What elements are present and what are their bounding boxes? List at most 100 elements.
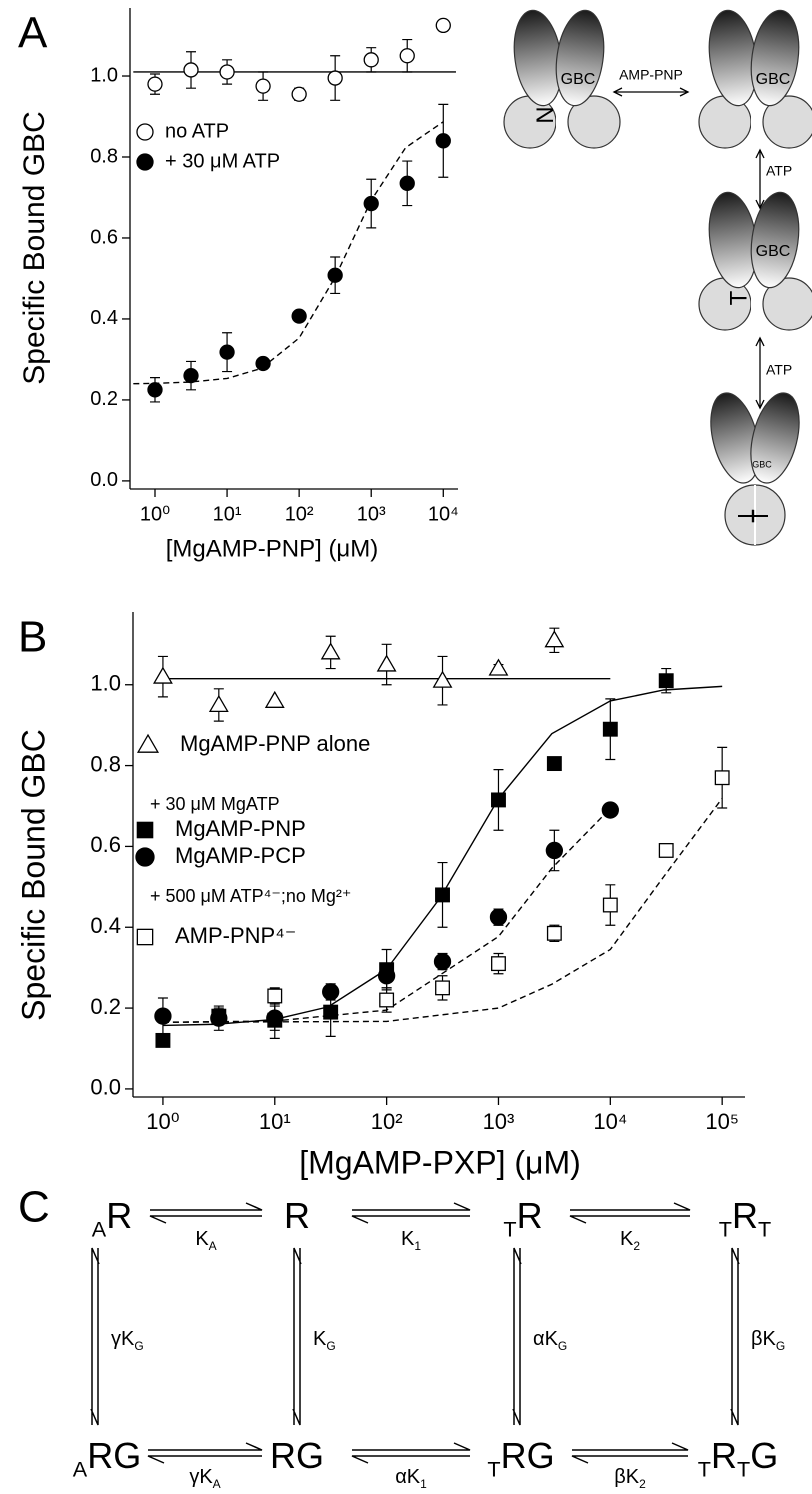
scheme-text-part: K [401,1228,415,1250]
y-axis-title: Specific Bound GBC [18,111,51,384]
scheme-text-part: G [558,1339,567,1353]
x-tick-label: 10² [285,503,314,525]
marker [208,694,229,713]
domain-label: T [725,290,752,305]
marker [219,64,235,80]
marker [291,308,307,324]
marker [327,70,343,86]
domain-label: T [748,509,773,522]
legend-marker [136,733,160,753]
marker [147,76,163,92]
gbc-label: GBC [756,243,791,260]
marker [147,382,163,398]
scheme-text-part: A [73,1456,88,1481]
legend-label: MgAMP-PNP alone [180,731,370,756]
marker [266,1009,284,1027]
marker [491,792,506,808]
marker [264,690,285,708]
y-tick-label: 1.0 [90,64,118,86]
scheme-text-part: T [758,1216,771,1241]
scheme-text-part: 2 [639,1477,646,1491]
rate-constant: K1 [401,1228,421,1253]
rate-constant: KG [313,1328,336,1353]
marker [363,52,379,68]
y-tick-label: 0.8 [90,751,121,776]
marker [320,642,341,660]
legend-heading: + 500 μM ATP⁴⁻;no Mg²⁺ [150,886,351,906]
equilibrium-arrow [149,1202,263,1224]
scheme-text-part: R [284,1195,310,1236]
fit-curve [133,121,444,385]
legend-label: MgAMP-PNP [175,816,306,841]
marker [489,908,508,926]
panel-label: A [18,9,48,58]
scheme-text-part: γK [111,1328,135,1350]
marker [327,267,343,283]
scheme-text-part: T [698,1456,711,1481]
y-tick-label: 0.0 [90,1075,121,1100]
y-tick-label: 0.8 [90,145,118,167]
marker [544,630,565,648]
legend-marker [136,153,154,171]
scheme-text-part: RG [270,1435,324,1476]
legend-marker [136,928,154,946]
equilibrium-arrow [571,1442,689,1464]
scheme-text-part: RG [87,1435,141,1476]
x-tick-label: 10³ [357,503,386,525]
y-tick-label: 0.6 [90,226,118,248]
y-tick-label: 0.2 [90,994,121,1019]
gbc-label: GBC [752,459,772,469]
legend-marker [136,123,154,141]
x-tick-label: 10² [371,1109,403,1134]
marker [210,1009,228,1027]
legend-label: no ATP [165,120,229,142]
scheme-state: TRG [487,1435,554,1482]
legend-marker [136,821,154,839]
equilibrium-arrow [292,1247,302,1426]
legend-heading: + 30 μM MgATP [150,794,280,814]
marker [183,62,199,78]
scheme-text-part: K [620,1228,634,1250]
marker [435,980,450,996]
scheme-state: TRT [719,1195,771,1242]
scheme-text-part: R [732,1195,758,1236]
scheme-text-part: 1 [420,1477,427,1491]
equilibrium-arrow [147,1442,263,1464]
scheme-state: ARG [73,1435,141,1482]
marker [363,195,379,212]
x-axis-title: [MgAMP-PXP] (μM) [299,1144,581,1180]
scheme-text-part: T [737,1456,750,1481]
marker [658,843,674,858]
marker [658,673,674,689]
equilibrium-arrow [351,1442,471,1464]
equilibrium-arrow [90,1247,100,1426]
marker [376,654,397,672]
marker [219,344,235,360]
marker [267,988,283,1004]
scheme-state: TR [503,1195,542,1242]
marker [491,956,506,972]
scheme-state: AR [92,1195,132,1242]
scheme-text-part: βK [614,1466,640,1488]
x-tick-label: 10⁰ [140,503,170,525]
marker [714,770,730,786]
y-axis-title: Specific Bound GBC [15,729,51,1021]
marker [153,666,173,684]
marker [322,983,340,1001]
marker [433,952,452,971]
arrow-label: AMP-PNP [619,67,683,83]
marker [155,1032,171,1048]
scheme-text-part: G [750,1435,778,1476]
y-tick-label: 0.2 [90,388,118,410]
legend-label: AMP-PNP⁴⁻ [175,923,296,948]
scheme-text-part: R [106,1195,132,1236]
x-axis-title: [MgAMP-PNP] (μM) [166,535,379,562]
rate-constant: βKG [751,1328,785,1353]
scheme-text-part: R [711,1435,737,1476]
y-tick-label: 0.4 [90,307,118,329]
marker [602,897,618,913]
scheme-text-part: RG [501,1435,555,1476]
marker [545,841,564,860]
rate-constant: αKG [533,1328,567,1353]
